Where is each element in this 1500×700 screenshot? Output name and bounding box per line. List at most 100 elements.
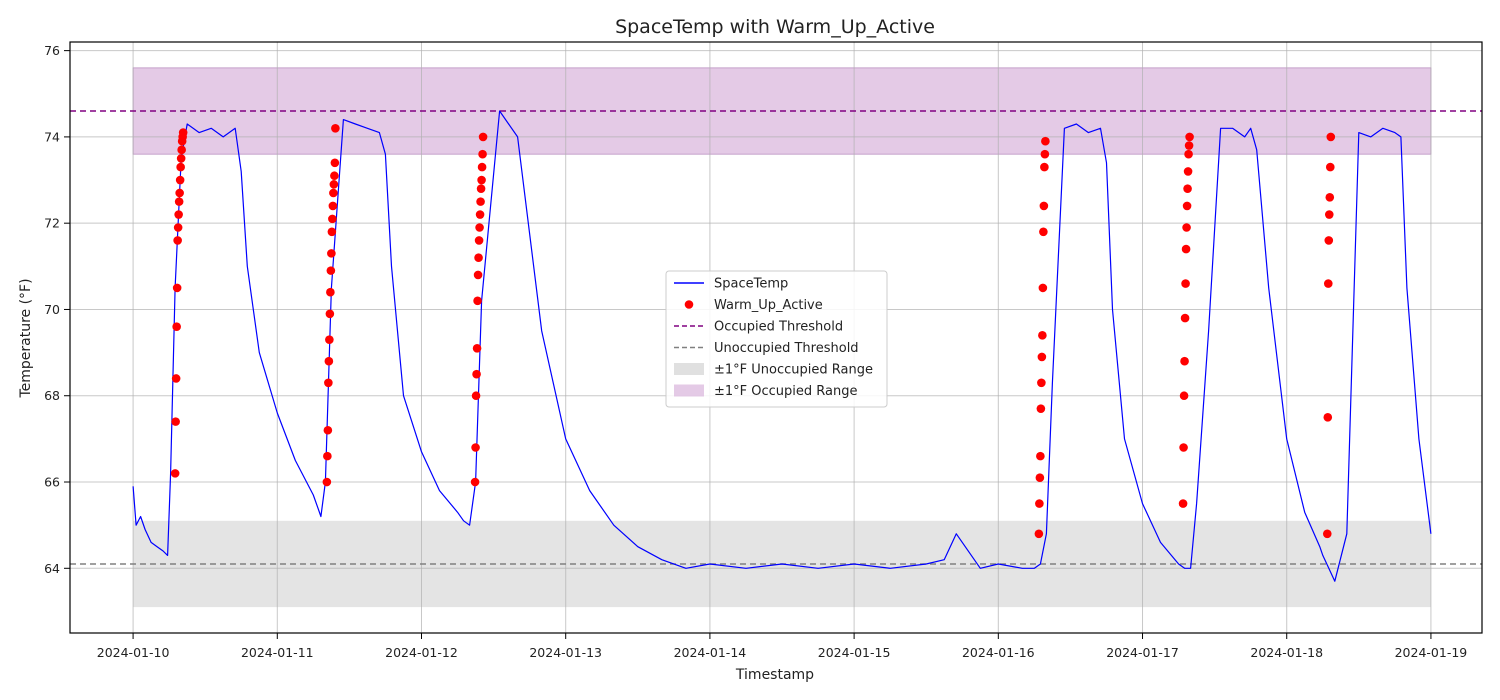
warm-up-point	[325, 335, 334, 344]
warm-up-point	[476, 197, 485, 206]
warm-up-point	[324, 378, 333, 388]
warm-up-point	[473, 296, 482, 306]
warm-up-point	[178, 128, 188, 137]
warm-up-point	[1041, 136, 1050, 146]
warm-up-point	[1183, 184, 1192, 193]
warm-up-point	[330, 158, 340, 168]
warm-up-point	[1182, 223, 1191, 232]
warm-up-point	[1036, 404, 1046, 413]
warm-up-point	[1040, 162, 1049, 172]
warm-up-point	[326, 287, 335, 297]
x-tick-label: 2024-01-17	[1106, 645, 1179, 660]
warm-up-point	[1040, 149, 1050, 159]
warm-up-point	[471, 443, 480, 452]
legend-label: Occupied Threshold	[714, 320, 843, 335]
legend-swatch-dot	[684, 300, 694, 309]
warm-up-point	[1178, 499, 1188, 508]
warm-up-point	[328, 201, 338, 211]
warm-up-point	[329, 180, 339, 189]
legend-swatch-patch	[674, 384, 704, 397]
legend-label: SpaceTemp	[714, 277, 788, 292]
warm-up-point	[326, 266, 336, 275]
y-tick-label: 68	[44, 388, 60, 403]
warm-up-point	[331, 123, 340, 133]
warm-up-point	[1323, 279, 1333, 288]
warm-up-point	[1325, 192, 1335, 202]
warm-up-point	[1184, 149, 1193, 159]
warm-up-point	[1180, 356, 1189, 366]
y-axis-title: Temperature (°F)	[18, 278, 34, 398]
warm-up-point	[478, 149, 487, 159]
warm-up-point	[1035, 473, 1045, 483]
warm-up-point	[329, 188, 338, 198]
spacetemp-series-line	[132, 110, 1432, 582]
legend-label: ±1°F Occupied Range	[714, 384, 858, 399]
x-tick-label: 2024-01-15	[818, 645, 891, 660]
warm-up-point	[475, 223, 484, 232]
x-tick-label: 2024-01-12	[385, 645, 458, 660]
legend-label: Warm_Up_Active	[714, 298, 823, 313]
warm-up-point	[1181, 244, 1191, 254]
y-tick-label: 64	[44, 561, 60, 576]
warm-up-point	[474, 236, 484, 245]
legend-box	[665, 270, 888, 408]
warm-up-point	[1183, 167, 1193, 176]
warm-up-point	[474, 253, 483, 262]
x-tick-label: 2024-01-11	[241, 645, 314, 660]
warm-up-point	[174, 210, 183, 219]
chart-title: SpaceTemp with Warm_Up_Active	[615, 16, 935, 38]
warm-up-point	[477, 175, 486, 185]
warm-up-point	[1326, 132, 1336, 142]
warm-up-point	[175, 175, 185, 185]
warm-up-point	[1325, 162, 1335, 172]
x-axis-title: Timestamp	[735, 667, 814, 683]
warm-up-point	[172, 322, 181, 332]
y-tick-label: 76	[44, 43, 60, 58]
warm-up-point	[1181, 279, 1190, 288]
warm-up-point	[323, 451, 332, 461]
warm-up-point	[1182, 201, 1192, 211]
y-tick-label: 70	[44, 302, 60, 317]
warm-up-point	[1036, 451, 1045, 461]
warm-up-point	[176, 162, 185, 172]
warm-up-point	[477, 162, 487, 172]
warm-up-point	[472, 343, 482, 353]
legend-label: ±1°F Unoccupied Range	[714, 363, 873, 378]
plot-area: 2024-01-10 2024-01-11 2024-01-12 2024-01-13…	[44, 41, 1483, 660]
x-tick-label: 2024-01-16	[962, 645, 1035, 660]
warm-up-point	[1039, 201, 1049, 211]
legend: SpaceTemp Warm_Up_Active Occupied Threshol…	[665, 270, 888, 408]
warm-up-point	[1037, 352, 1047, 362]
warm-up-point	[1179, 443, 1188, 452]
warm-up-point	[473, 270, 483, 280]
x-tick-label: 2024-01-10	[97, 645, 170, 660]
warm-up-point	[478, 132, 488, 142]
warm-up-point	[324, 356, 334, 366]
plot-frame	[69, 41, 1483, 634]
warm-up-point	[170, 469, 180, 478]
warm-up-point	[472, 369, 481, 379]
warm-up-point	[171, 374, 181, 383]
warm-up-point	[1038, 331, 1047, 340]
warm-up-point	[1179, 391, 1189, 401]
y-tick-label: 66	[44, 475, 60, 490]
warm-up-point	[1180, 313, 1190, 323]
warm-up-point	[322, 477, 332, 487]
warm-up-point	[1323, 413, 1333, 422]
warm-up-point	[471, 391, 481, 401]
warm-up-point	[476, 184, 486, 193]
warm-up-point	[174, 197, 184, 206]
warm-up-point	[470, 477, 480, 487]
warm-up-point	[1322, 529, 1332, 539]
warm-up-point	[171, 417, 180, 426]
warm-up-point	[327, 249, 336, 258]
warm-up-point	[177, 145, 186, 155]
warm-up-point	[173, 236, 182, 245]
warm-up-point	[475, 210, 485, 219]
legend-label: Unoccupied Threshold	[714, 341, 859, 356]
warm-up-point	[330, 171, 339, 181]
warm-up-point	[328, 214, 337, 224]
x-tick-label: 2024-01-14	[674, 645, 747, 660]
warm-up-point	[1185, 132, 1194, 142]
